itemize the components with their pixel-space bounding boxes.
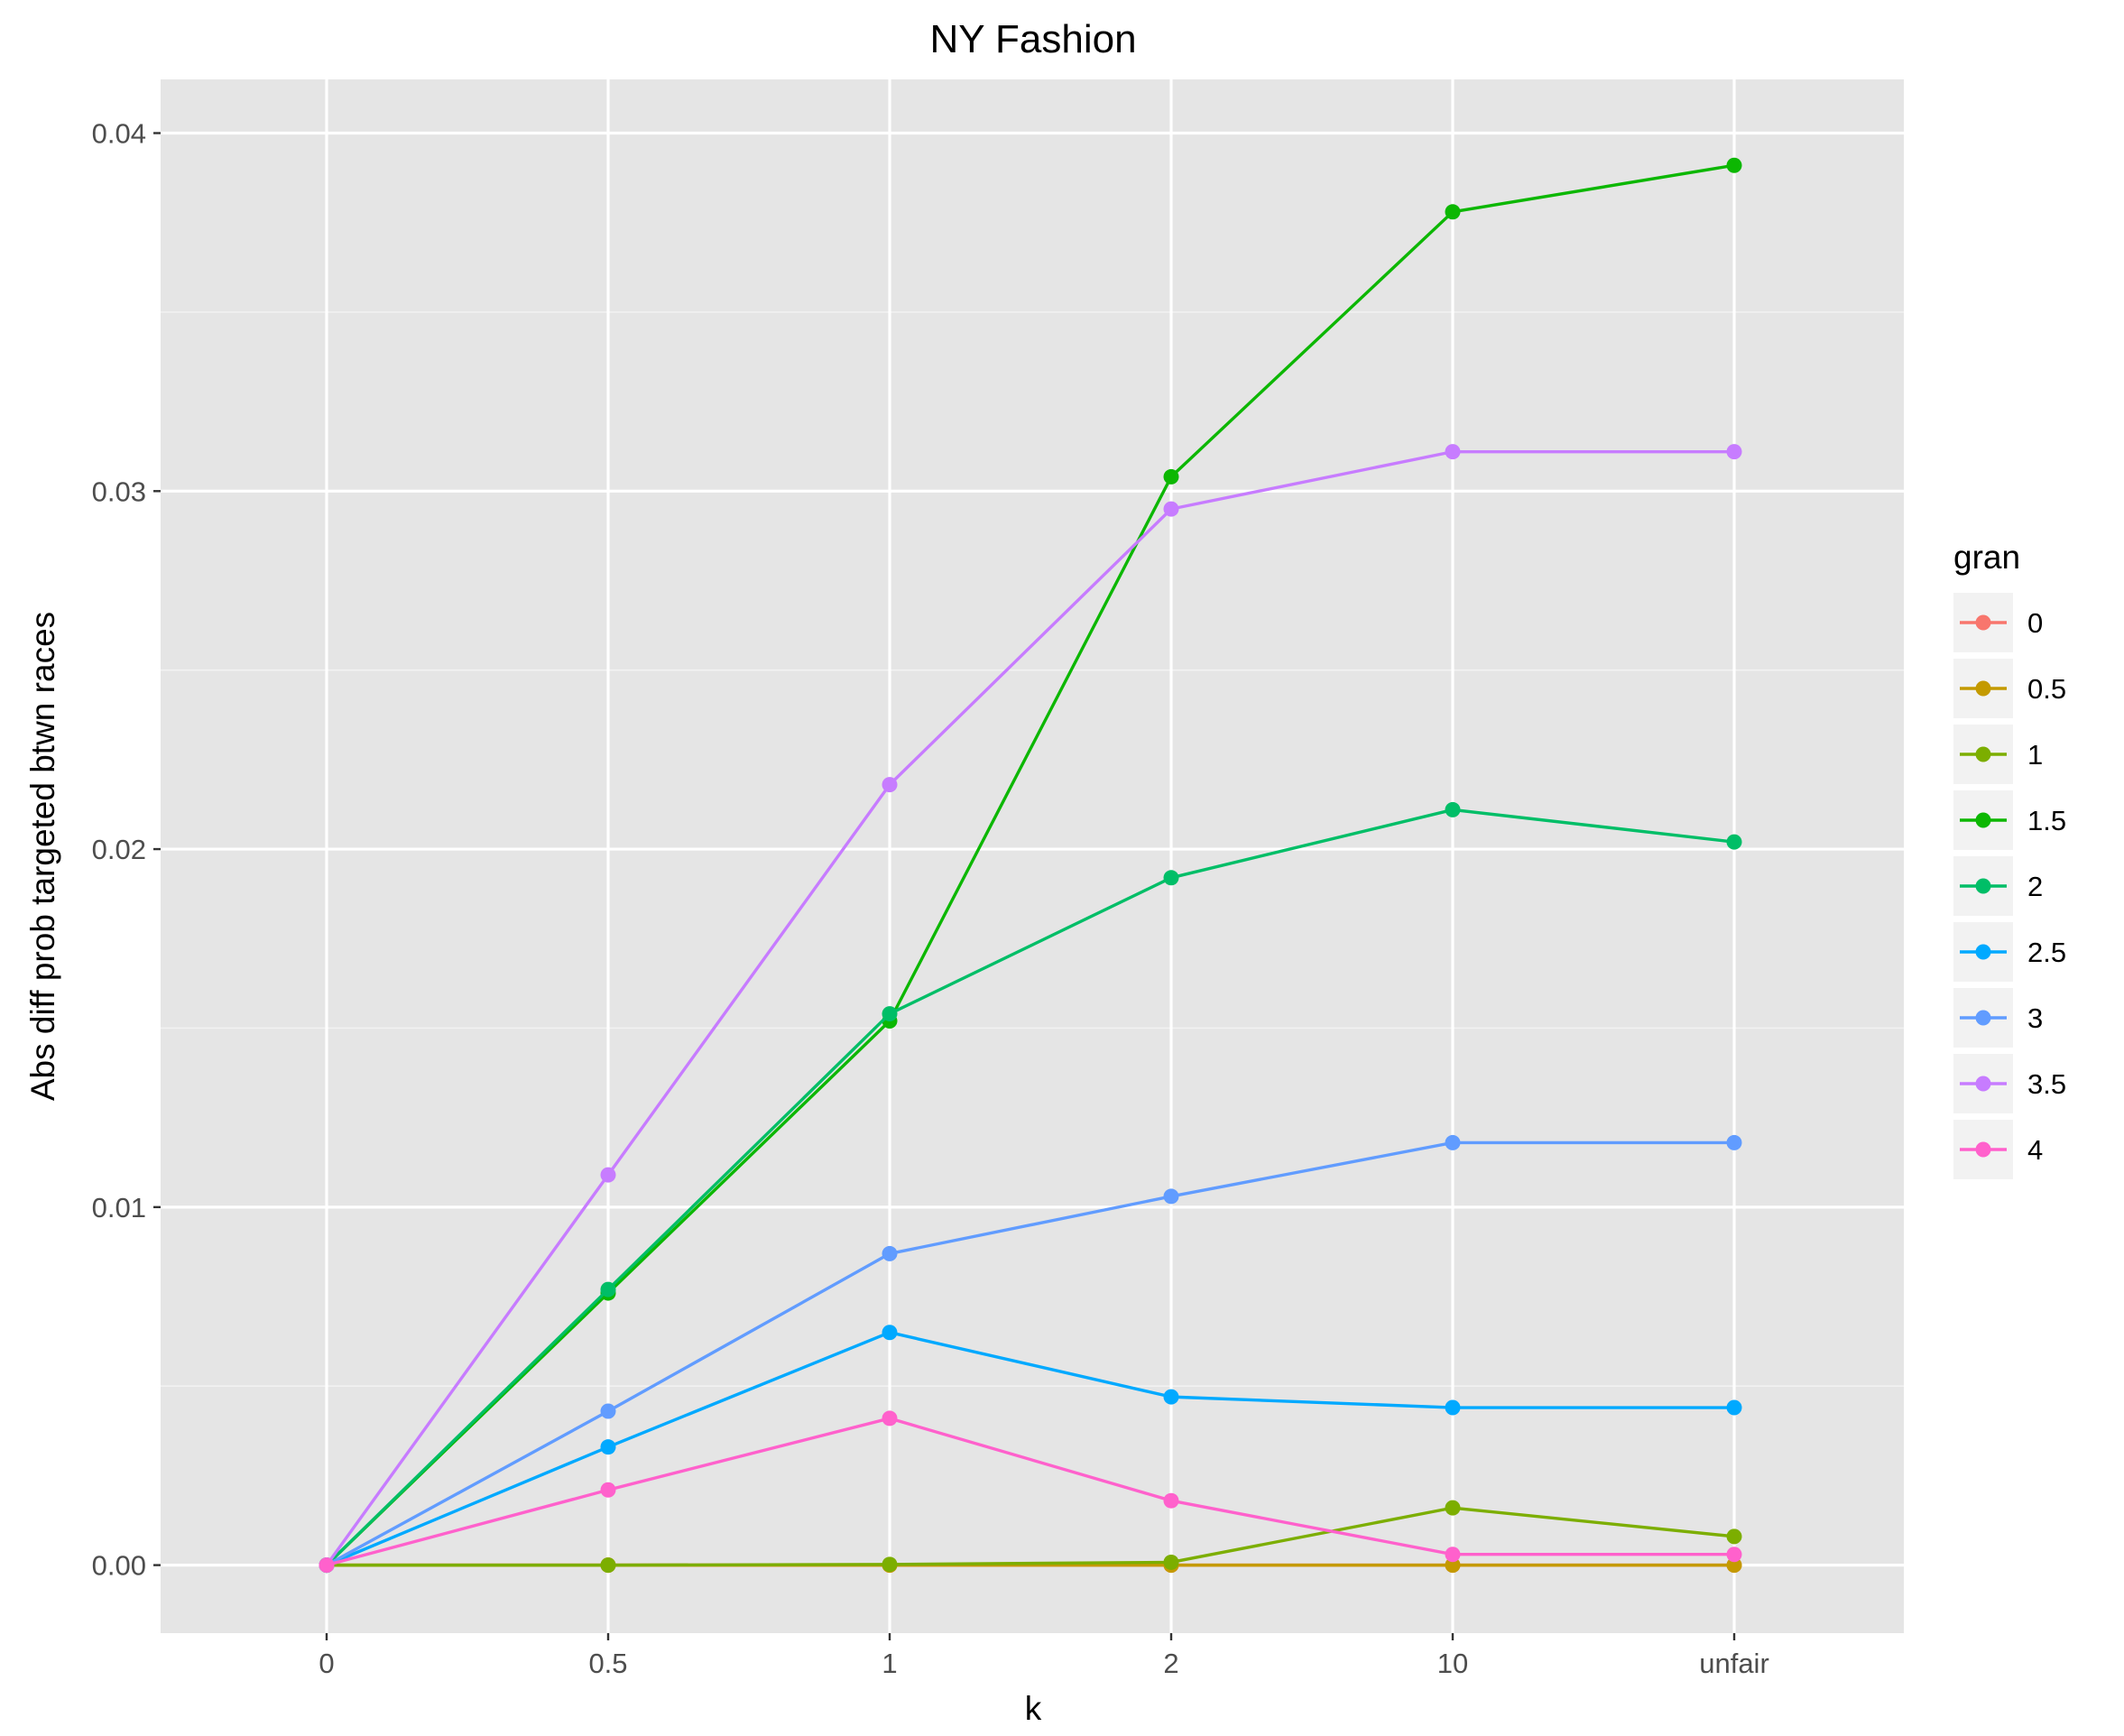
data-point [1726, 1557, 1742, 1574]
data-point [1726, 834, 1742, 850]
legend-key-point [1975, 878, 1991, 894]
data-point [1163, 870, 1179, 886]
data-point [882, 777, 898, 793]
data-point [1726, 1547, 1742, 1563]
legend-item: 3 [1953, 988, 2043, 1048]
data-point [882, 1556, 898, 1573]
data-point [1163, 1389, 1179, 1405]
y-tick-label: 0.01 [92, 1192, 146, 1224]
data-point [1445, 204, 1461, 220]
data-point [882, 1245, 898, 1261]
series-1 [319, 1500, 1742, 1574]
data-point [1445, 801, 1461, 817]
legend-key-point [1975, 1141, 1991, 1158]
data-point [1445, 444, 1461, 460]
data-point [1445, 1500, 1461, 1516]
x-tick-label: 1 [882, 1648, 897, 1679]
legend-key-point [1975, 746, 1991, 762]
data-point [319, 1557, 335, 1574]
data-point [1726, 1134, 1742, 1150]
data-point [882, 1325, 898, 1341]
major-gridlines [161, 79, 1904, 1633]
plot-panel [161, 79, 1904, 1633]
data-point [1726, 1528, 1742, 1545]
legend-key-point [1975, 1010, 1991, 1026]
x-tick-label: 10 [1437, 1648, 1468, 1679]
x-tick-label: 2 [1163, 1648, 1178, 1679]
legend-item: 2.5 [1953, 922, 2066, 982]
data-point [882, 1410, 898, 1427]
legend-label: 4 [2027, 1134, 2043, 1166]
data-point [1445, 1134, 1461, 1150]
legend-key-point [1975, 680, 1991, 697]
x-tick-label: unfair [1699, 1648, 1769, 1679]
series-line [325, 1331, 1736, 1567]
legend-item: 1 [1953, 725, 2043, 784]
series-line [325, 1506, 1736, 1567]
y-tick-label: 0.03 [92, 476, 146, 507]
legend-item: 4 [1953, 1120, 2043, 1179]
legend-key-point [1975, 614, 1991, 631]
y-tick-label: 0.00 [92, 1550, 146, 1582]
data-point [1163, 1492, 1179, 1509]
legend-item: 0.5 [1953, 659, 2066, 718]
legend-label: 0 [2027, 607, 2043, 639]
data-point [1163, 468, 1179, 485]
legend-label: 2 [2027, 871, 2043, 902]
data-point [1726, 444, 1742, 460]
data-point [1163, 1188, 1179, 1205]
legend-title: gran [1953, 539, 2020, 576]
series-line [325, 1417, 1736, 1567]
data-point [1445, 1557, 1461, 1574]
y-tick-label: 0.02 [92, 834, 146, 865]
legend-item: 2 [1953, 856, 2043, 916]
data-point [600, 1557, 616, 1574]
y-axis-label: Abs diff prob targeted btwn races [24, 612, 61, 1101]
legend-label: 1.5 [2027, 805, 2066, 836]
x-axis: 0 0.5 1 2 10 unfair [319, 1633, 1769, 1679]
y-tick-label: 0.04 [92, 118, 146, 150]
legend: gran 0 0.5 1 1.5 2 2.5 3 3.5 4 [1953, 539, 2066, 1179]
data-point [882, 1006, 898, 1022]
legend-label: 1 [2027, 739, 2043, 771]
legend-label: 0.5 [2027, 673, 2066, 705]
data-point [1163, 1554, 1179, 1570]
legend-keys: 0 0.5 1 1.5 2 2.5 3 3.5 4 [1953, 593, 2066, 1179]
data-point [1445, 1399, 1461, 1416]
data-point [1445, 1547, 1461, 1563]
x-tick-label: 0 [319, 1648, 334, 1679]
data-point [600, 1403, 616, 1419]
y-axis: 0.00 0.01 0.02 0.03 0.04 [92, 118, 161, 1582]
legend-key-point [1975, 944, 1991, 960]
data-point [1726, 157, 1742, 173]
minor-gridlines [161, 311, 1904, 1388]
series-2.5 [319, 1325, 1742, 1574]
legend-label: 2.5 [2027, 937, 2066, 968]
series-line [325, 1140, 1736, 1567]
data-point [600, 1439, 616, 1455]
data-point [600, 1167, 616, 1183]
legend-item: 3.5 [1953, 1054, 2066, 1113]
series-line [325, 163, 1736, 1567]
legend-item: 1.5 [1953, 790, 2066, 850]
series-line [325, 449, 1736, 1567]
data-point [600, 1281, 616, 1297]
legend-label: 3.5 [2027, 1068, 2066, 1100]
legend-key-point [1975, 1076, 1991, 1092]
series-line [325, 808, 1736, 1567]
legend-key-point [1975, 812, 1991, 828]
data-point [1726, 1399, 1742, 1416]
legend-label: 3 [2027, 1002, 2043, 1034]
chart-title: NY Fashion [929, 17, 1136, 61]
series-4 [319, 1410, 1742, 1574]
legend-item: 0 [1953, 593, 2043, 652]
data-point [1163, 501, 1179, 517]
x-tick-label: 0.5 [588, 1648, 627, 1679]
x-axis-label: k [1025, 1690, 1042, 1727]
data-point [600, 1482, 616, 1498]
series-layer [319, 157, 1742, 1574]
